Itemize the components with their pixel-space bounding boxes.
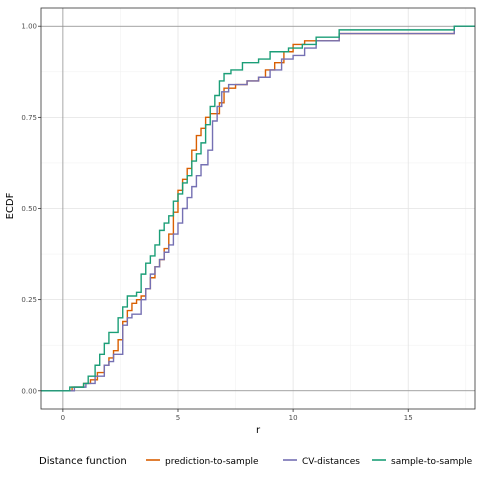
x-tick-label: 5 [176, 414, 180, 422]
y-tick-label: 0.75 [21, 114, 37, 122]
x-axis-ticks: 0 5 10 15 [61, 409, 413, 422]
x-tick-label: 15 [404, 414, 413, 422]
legend-label-CV-distances: CV-distances [302, 457, 360, 467]
series-line-CV-distances [41, 25, 475, 392]
y-tick-label: 1.00 [21, 23, 37, 31]
y-tick-label: 0.25 [21, 296, 37, 304]
legend-label-sample-to-sample: sample-to-sample [391, 457, 473, 467]
x-tick-label: 10 [289, 414, 298, 422]
y-tick-label: 0.00 [21, 387, 37, 395]
plot-panel [40, 7, 476, 410]
x-tick-label: 0 [61, 414, 65, 422]
y-axis-title: ECDF [5, 192, 16, 219]
x-axis-title: r [256, 425, 261, 436]
legend-label-prediction-to-sample: prediction-to-sample [165, 457, 259, 467]
series-line-sample-to-sample [41, 25, 475, 392]
y-tick-label: 0.50 [21, 205, 37, 213]
y-axis-ticks: 0.00 0.25 0.50 0.75 1.00 [21, 23, 41, 395]
legend: Distance function prediction-to-sample CV… [39, 456, 473, 467]
legend-title: Distance function [39, 456, 127, 467]
